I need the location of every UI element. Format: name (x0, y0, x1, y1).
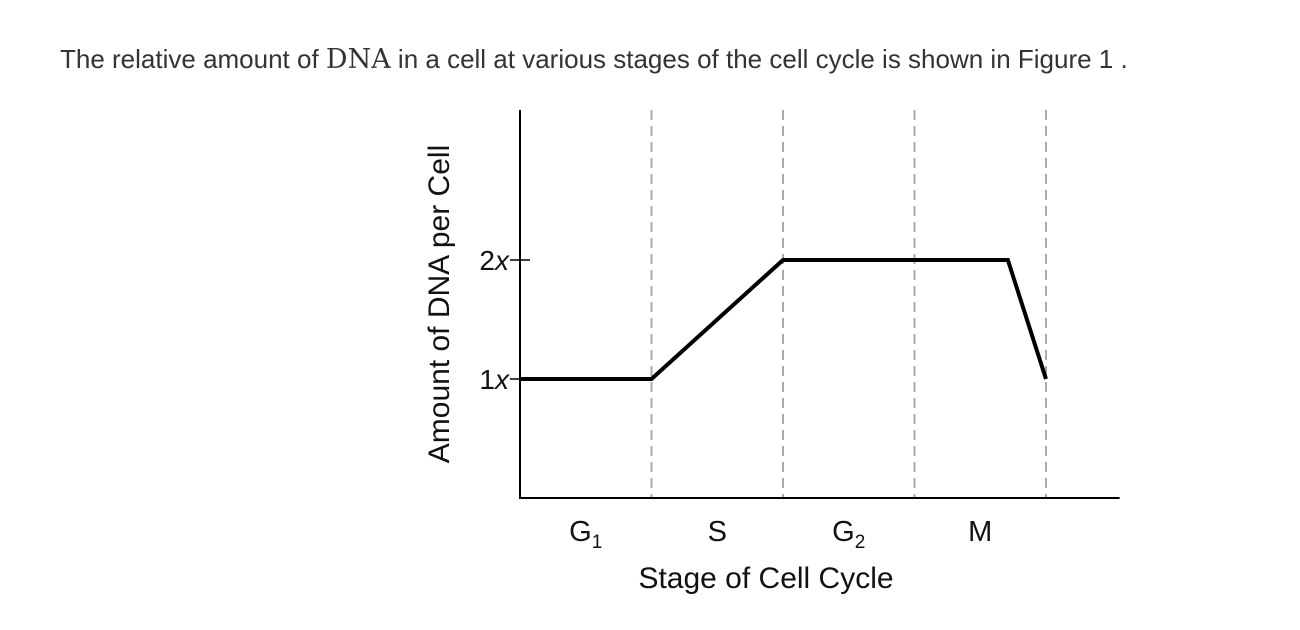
y-tick-label: 1x (479, 364, 510, 395)
stage-label: G1 (569, 516, 602, 553)
stage-label: G2 (832, 516, 865, 553)
caption-text: The relative amount of (60, 44, 326, 74)
caption-text-end: in a cell at various stages of the cell … (390, 44, 1128, 74)
stage-label: M (968, 516, 992, 548)
stage-label: S (708, 516, 727, 548)
x-axis-label: Stage of Cell Cycle (638, 562, 893, 595)
caption-term-dna: DNA (325, 44, 391, 75)
y-axis-label: Amount of DNA per Cell (423, 145, 456, 463)
y-tick-label: 2x (479, 245, 510, 276)
figure-caption: The relative amount of DNA in a cell at … (60, 44, 1128, 75)
dna-series-line (520, 258, 1048, 381)
